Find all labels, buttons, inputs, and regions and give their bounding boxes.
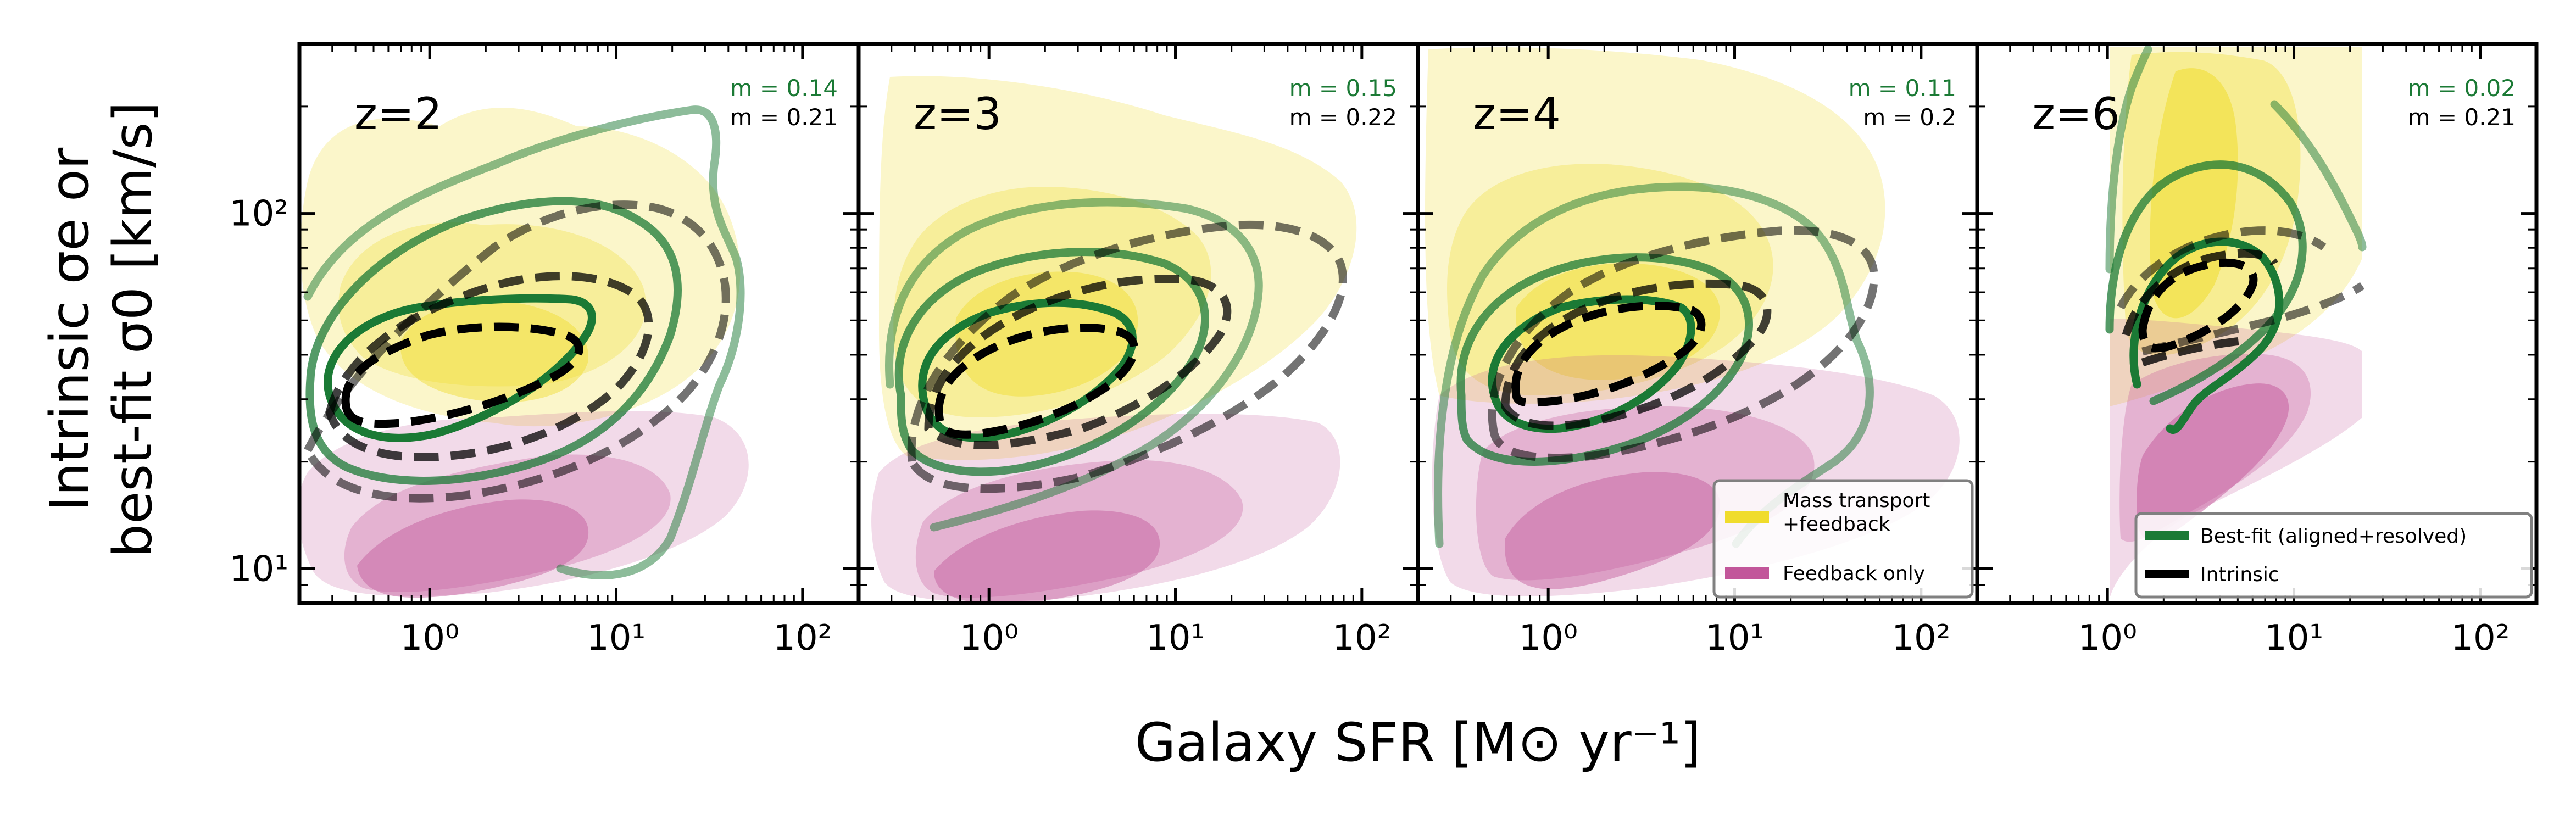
x-tick-label: 10¹ [2265, 618, 2323, 659]
legend-swatch-mass-transport [1725, 511, 1769, 523]
best-fit-contour-outer [303, 105, 745, 579]
legend-label-feedback: Feedback only [1783, 562, 1925, 585]
panel-z2-slope-best-fit: m = 0.14 [730, 75, 838, 102]
intrinsic-contour-mid [1501, 279, 1772, 430]
legend-lines-box [2134, 512, 2533, 599]
x-tick-label: 10¹ [587, 618, 646, 659]
legend-label-mass-transport-line1: Mass transport [1783, 489, 1930, 512]
legend-density: Mass transport +feedback Feedback only [1712, 479, 1974, 599]
panel-z3-slope-best-fit: m = 0.15 [1289, 75, 1397, 102]
panel-z2-feedback-density [299, 411, 749, 598]
feedback-contour-outer [871, 414, 1340, 602]
panel-z3-feedback-density [871, 414, 1340, 603]
mass-transport-contour-outer [300, 108, 741, 427]
intrinsic-contour-inner [2138, 258, 2258, 353]
intrinsic-contour-outer [907, 220, 1347, 493]
feedback-contour-core [2137, 383, 2289, 540]
y-tick-label: 10² [230, 194, 288, 235]
x-tick-label: 10⁰ [1519, 618, 1578, 659]
x-tick-label: 10⁰ [400, 618, 459, 659]
panel-z6-frame [1975, 42, 2539, 605]
panel-z2-redshift-label: z=2 [354, 88, 442, 140]
panel-z6-intrinsic-contours [2117, 226, 2365, 367]
panel-z2-best-fit-contours [303, 105, 745, 579]
x-tick-label: 10⁰ [960, 618, 1019, 659]
legend-density-box [1712, 479, 1974, 599]
legend-label-intrinsic: Intrinsic [2200, 564, 2279, 586]
panel-z3-ticks: 10⁰ 10¹ 10² [858, 43, 1419, 659]
panel-z3-intrinsic-contours [907, 220, 1347, 493]
y-tick-label: 10¹ [230, 549, 288, 589]
panel-z2: z=2 m = 0.14 m = 0.21 10⁰ 10¹ 10² 10¹ 10² [230, 42, 861, 659]
panel-z4-slope-intrinsic: m = 0.2 [1863, 104, 1956, 131]
panel-z4-redshift-label: z=4 [1473, 88, 1561, 140]
intrinsic-contour-mid [924, 275, 1232, 449]
y-axis-label-line1: Intrinsic σe or [39, 147, 101, 511]
panel-z3-redshift-label: z=3 [914, 88, 1002, 140]
intrinsic-contour-outer [1488, 226, 1878, 462]
panel-z3-slope-intrinsic: m = 0.22 [1289, 104, 1397, 131]
intrinsic-contour-mid [325, 272, 653, 461]
panel-z4: z=4 m = 0.11 m = 0.2 10⁰ 10¹ 10² Mass tran… [1416, 42, 1979, 659]
panel-z6-slope-best-fit: m = 0.02 [2408, 75, 2516, 102]
panel-z2-intrinsic-contours [303, 200, 730, 503]
panel-z6-slope-intrinsic: m = 0.21 [2408, 104, 2516, 131]
x-tick-label: 10² [2451, 618, 2510, 659]
best-fit-contour-inner [918, 298, 1137, 442]
panel-z6-plot-area [2105, 45, 2367, 599]
feedback-contour-core [1505, 472, 1721, 589]
intrinsic-contour-inner [341, 322, 583, 428]
intrinsic-contour-inner [1511, 302, 1706, 407]
x-axis-label: Galaxy SFR [M⊙ yr⁻¹] [1135, 712, 1701, 773]
feedback-contour-core [934, 510, 1160, 603]
best-fit-contour-outer [1434, 182, 1874, 548]
panel-z2-mass-transport-density [300, 108, 741, 427]
best-fit-contour-mid [894, 248, 1209, 476]
feedback-contour-outer [299, 411, 749, 596]
panel-z2-plot-area [299, 105, 749, 598]
best-fit-contour-outer [2105, 45, 2367, 274]
panel-z6-redshift-label: z=6 [2032, 88, 2120, 140]
x-tick-label: 10¹ [1146, 618, 1205, 659]
mass-transport-contour-mid [338, 222, 646, 387]
intrinsic-contour-mid [2122, 249, 2278, 367]
x-tick-label: 10⁰ [2078, 618, 2137, 659]
legend-lines: Best-fit (aligned+resolved) Intrinsic [2134, 512, 2533, 599]
y-axis-label-line2: best-fit σ0 [km/s] [102, 102, 164, 557]
legend-swatch-feedback [1725, 567, 1769, 579]
x-tick-label: 10² [1891, 618, 1950, 659]
panel-z2-ticks: 10⁰ 10¹ 10² 10¹ 10² [230, 43, 860, 659]
panel-z3: z=3 m = 0.15 m = 0.22 10⁰ 10¹ 10² [856, 42, 1420, 659]
intrinsic-contour-outer [303, 200, 730, 503]
panel-z6: z=6 m = 0.02 m = 0.21 10⁰ 10¹ 10² Best-fit… [1975, 42, 2539, 659]
best-fit-contour-mid [2105, 160, 2307, 405]
feedback-contour-core [357, 499, 589, 598]
panel-z4-intrinsic-contours [1488, 226, 1878, 462]
panel-z3-plot-area [871, 76, 1357, 603]
feedback-contour-mid [915, 460, 1243, 598]
x-tick-label: 10² [773, 618, 832, 659]
best-fit-contour-mid [305, 197, 682, 485]
panel-z4-slope-best-fit: m = 0.11 [1849, 75, 1956, 102]
x-tick-label: 10¹ [1705, 618, 1764, 659]
legend-label-best-fit: Best-fit (aligned+resolved) [2200, 525, 2467, 548]
x-tick-label: 10² [1332, 618, 1391, 659]
feedback-contour-mid [344, 454, 671, 593]
intrinsic-contour-outer [2117, 226, 2365, 356]
legend-label-mass-transport-line2: +feedback [1783, 513, 1890, 536]
intrinsic-contour-inner [934, 324, 1139, 439]
best-fit-contour-inner [324, 294, 596, 442]
panel-z2-slope-intrinsic: m = 0.21 [730, 104, 838, 131]
